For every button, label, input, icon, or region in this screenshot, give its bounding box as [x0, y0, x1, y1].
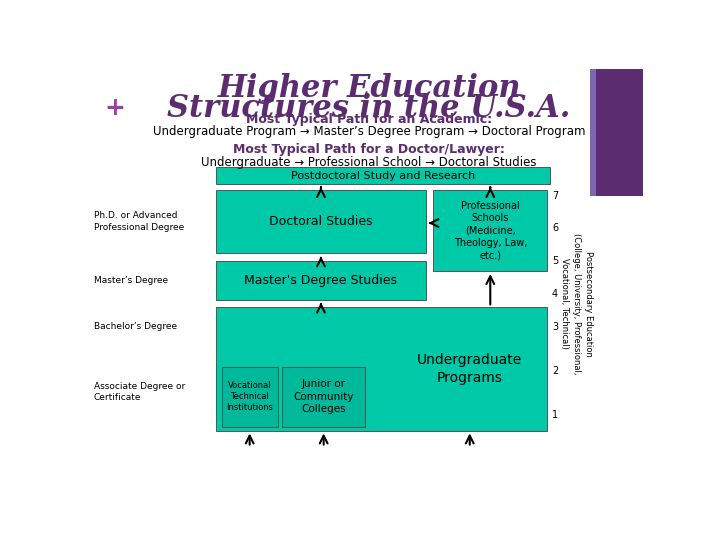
Bar — [433, 190, 547, 271]
Text: 7: 7 — [552, 191, 558, 201]
Bar — [596, 69, 642, 195]
Text: 4: 4 — [552, 289, 558, 299]
Text: Higher Education: Higher Education — [217, 72, 521, 104]
Text: 5: 5 — [552, 256, 558, 266]
Text: +: + — [104, 96, 125, 119]
Text: Junior or
Community
Colleges: Junior or Community Colleges — [294, 379, 354, 414]
Bar — [216, 307, 547, 430]
Text: Doctoral Studies: Doctoral Studies — [269, 215, 373, 228]
Text: Undergraduate Program → Master’s Degree Program → Doctoral Program: Undergraduate Program → Master’s Degree … — [153, 125, 585, 138]
Text: Postdoctoral Study and Research: Postdoctoral Study and Research — [291, 171, 475, 181]
Text: 1: 1 — [552, 410, 558, 420]
Text: Master's Degree Studies: Master's Degree Studies — [245, 274, 397, 287]
Text: Most Typical Path for a Doctor/Lawyer:: Most Typical Path for a Doctor/Lawyer: — [233, 143, 505, 157]
Text: Undergraduate → Professional School → Doctoral Studies: Undergraduate → Professional School → Do… — [202, 156, 536, 168]
Text: 2: 2 — [552, 366, 558, 376]
Text: Structures in the U.S.A.: Structures in the U.S.A. — [167, 92, 571, 124]
Text: Bachelor’s Degree: Bachelor’s Degree — [94, 322, 177, 331]
Text: Associate Degree or
Certificate: Associate Degree or Certificate — [94, 382, 185, 402]
Bar — [216, 261, 426, 300]
Bar — [216, 190, 426, 253]
Text: Postsecondary Education
(College, University, Professional,
Vocational, Technica: Postsecondary Education (College, Univer… — [560, 233, 593, 374]
Text: Ph.D. or Advanced
Professional Degree: Ph.D. or Advanced Professional Degree — [94, 212, 184, 232]
Bar — [590, 69, 596, 195]
Text: Professional
Schools
(Medicine,
Theology, Law,
etc.): Professional Schools (Medicine, Theology… — [454, 201, 527, 260]
Text: 3: 3 — [552, 322, 558, 332]
Bar — [216, 167, 549, 184]
Text: 6: 6 — [552, 223, 558, 233]
Text: Undergraduate
Programs: Undergraduate Programs — [417, 353, 523, 385]
Text: Master’s Degree: Master’s Degree — [94, 276, 168, 285]
Text: Most Typical Path for an Academic:: Most Typical Path for an Academic: — [246, 113, 492, 126]
Bar — [222, 367, 277, 427]
Text: Vocational
Technical
Institutions: Vocational Technical Institutions — [226, 381, 273, 412]
Bar — [282, 367, 365, 427]
